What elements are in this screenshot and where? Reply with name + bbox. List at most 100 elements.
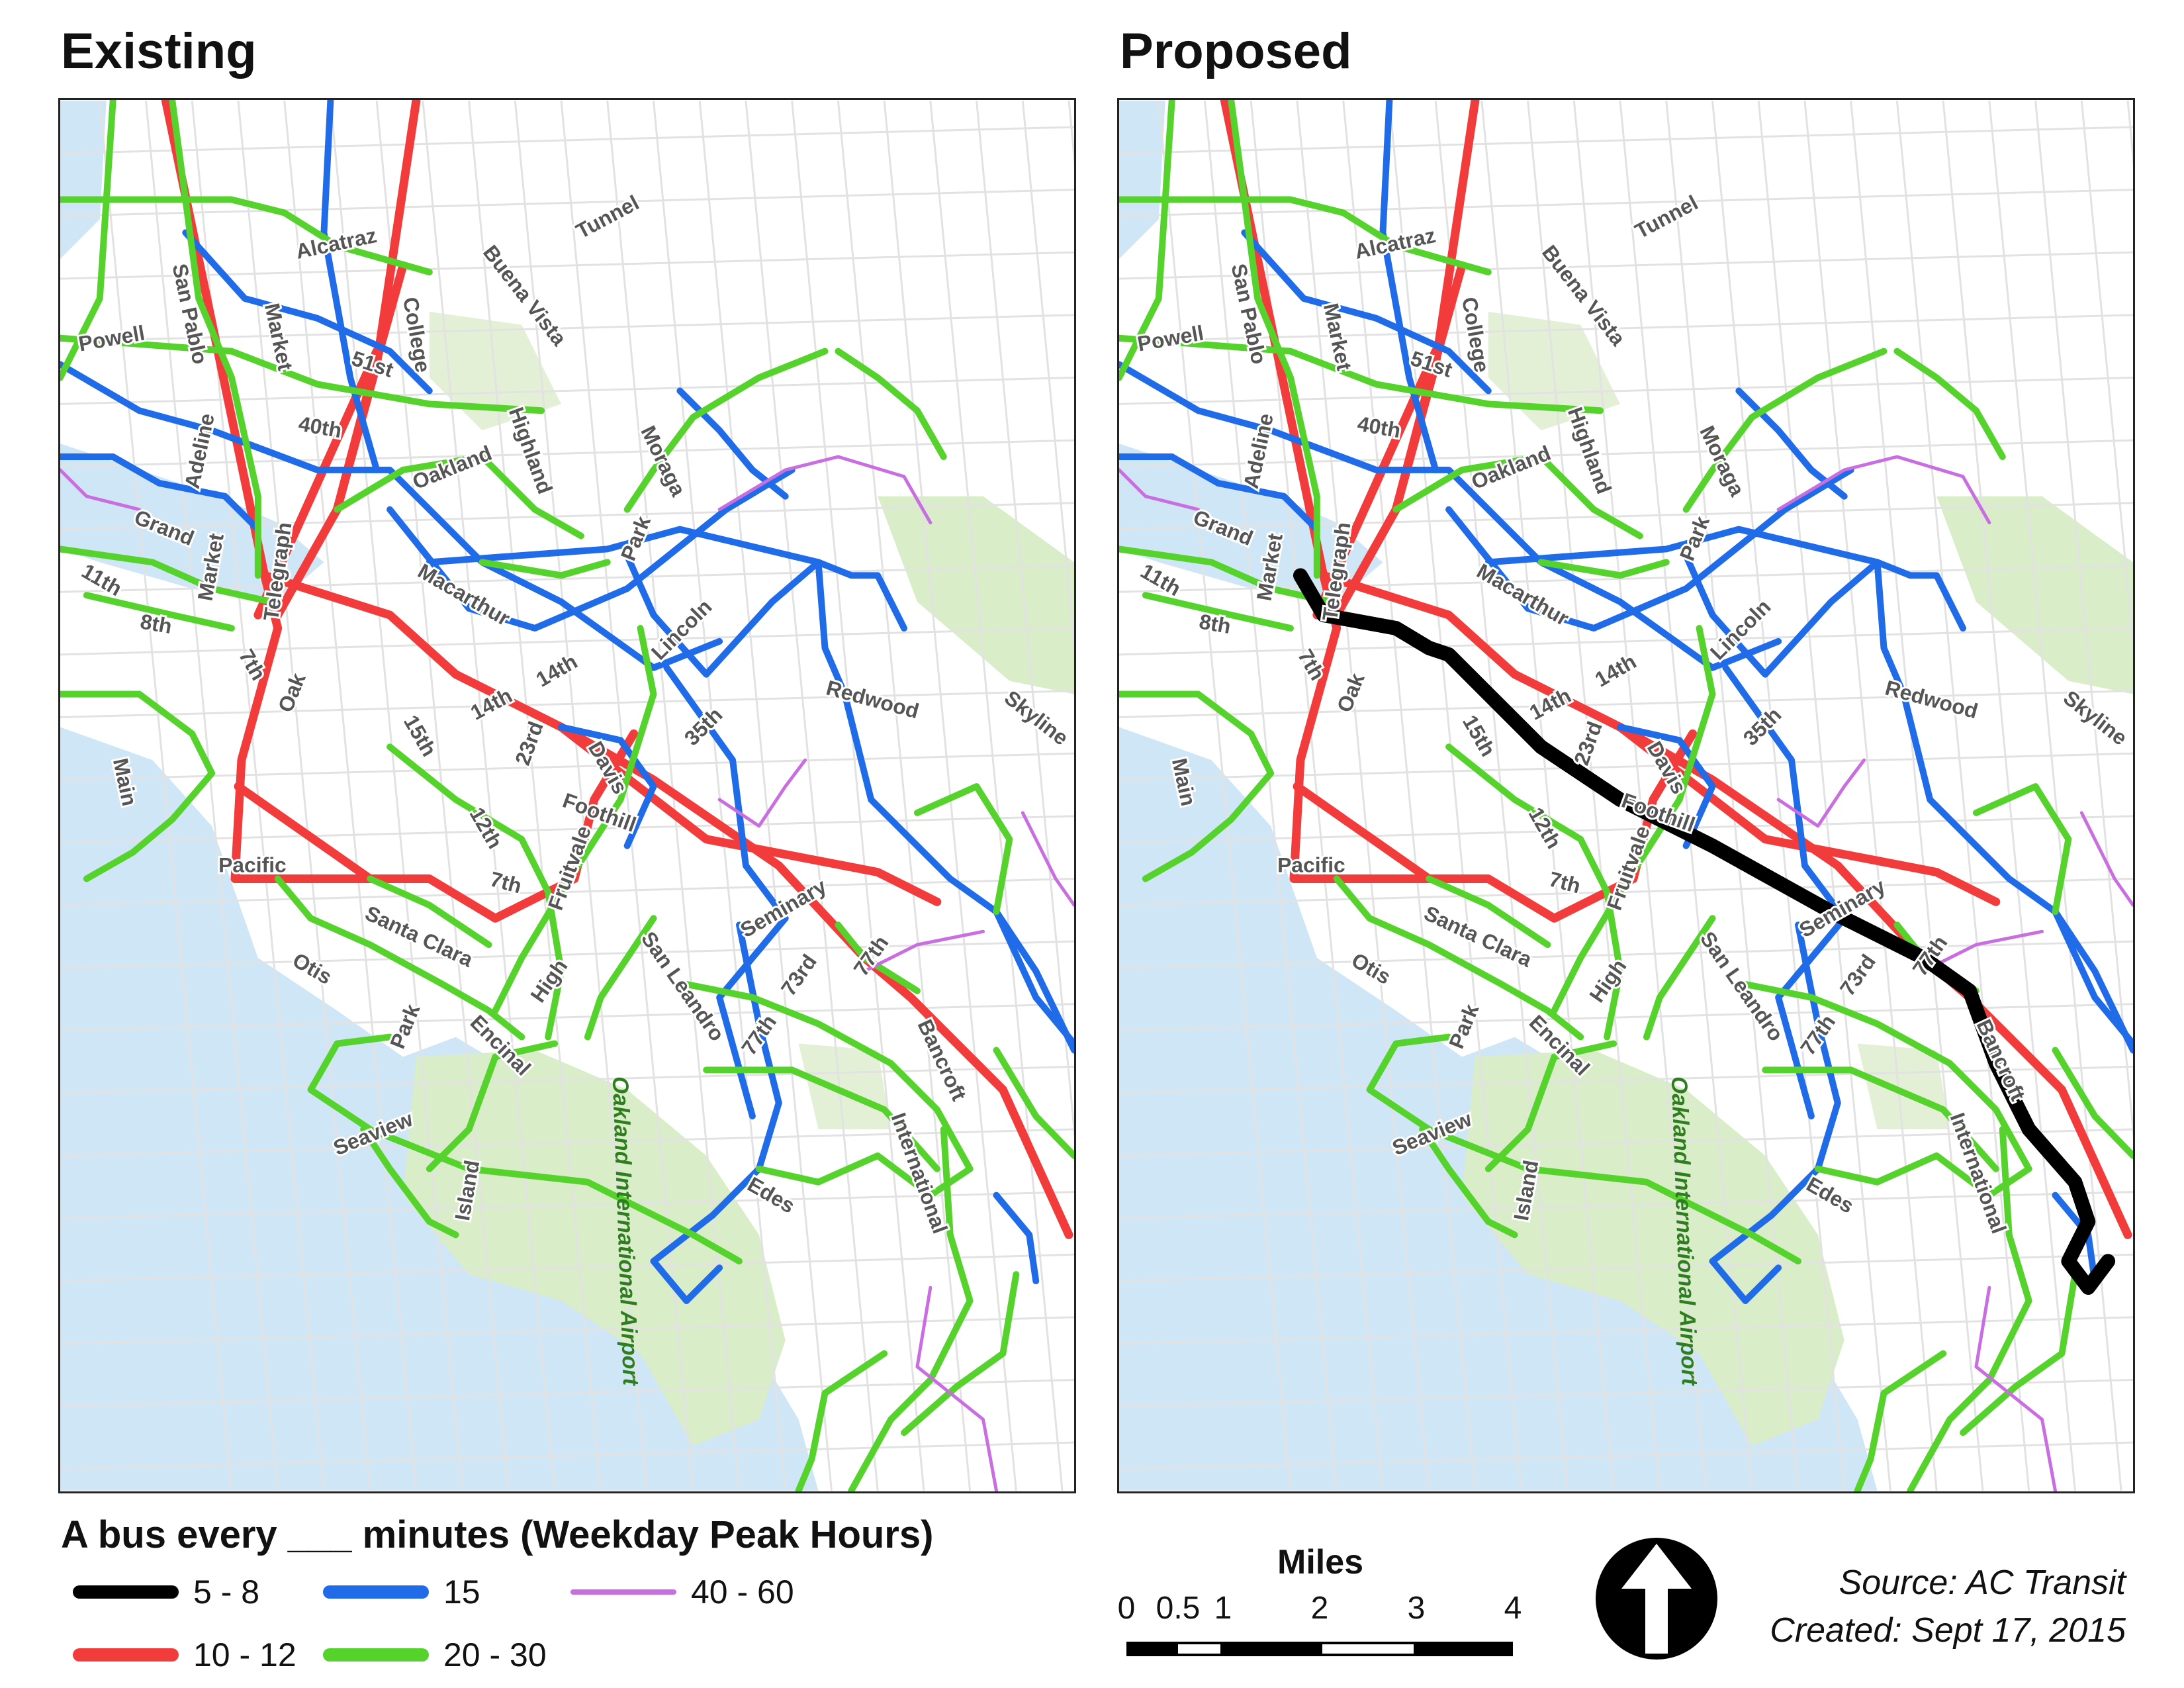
existing-route-green[interactable] [913,783,1013,915]
existing-route-green[interactable] [367,875,492,949]
proposed-route-green[interactable] [1762,1066,1999,1172]
existing-route-blue[interactable] [558,724,657,849]
existing-route-purple[interactable] [717,455,933,525]
existing-route-green[interactable] [60,690,216,882]
proposed-route-blue[interactable] [2052,908,2133,1047]
proposed-route-green[interactable] [2052,1047,2133,1159]
proposed-route-green[interactable] [1119,196,1492,276]
map-existing[interactable]: Tunnel Alcatraz College Buena Vista San Pabl… [58,98,1076,1493]
existing-route-blue[interactable] [387,466,796,632]
existing-route-purple[interactable] [717,758,807,828]
proposed-route-green[interactable] [1893,348,2006,460]
proposed-route-purple[interactable] [1119,468,1201,512]
existing-route-green[interactable] [683,980,974,1172]
existing-route-green[interactable] [835,921,921,994]
proposed-route-blue[interactable] [1682,552,1881,678]
existing-route-green[interactable] [584,915,657,1041]
existing-route-red[interactable] [234,782,375,883]
proposed-route-blue[interactable] [1241,229,1492,395]
proposed-route-blue[interactable] [1874,559,2133,1054]
proposed-route-proposed-brt[interactable] [1293,568,2116,1295]
proposed-route-green[interactable] [1142,592,1294,632]
proposed-route-red[interactable] [1615,722,2001,906]
proposed-route-purple[interactable] [1776,758,1866,828]
proposed-route-green[interactable] [1551,625,1716,1014]
proposed-route-red[interactable] [1293,782,1433,883]
credits: Source: AC Transit Created: Sept 17, 201… [1770,1559,2126,1654]
proposed-route-green[interactable] [1366,1033,1801,1265]
existing-route-green[interactable] [60,545,275,606]
existing-route-purple[interactable] [1021,811,1074,907]
existing-route-green[interactable] [360,1126,459,1239]
proposed-route-blue[interactable] [1119,453,1320,533]
proposed-route-green[interactable] [1537,559,1670,579]
proposed-route-blue[interactable] [1617,724,1716,849]
proposed-route-green[interactable] [1643,915,1716,1041]
proposed-route-green[interactable] [1445,743,1624,1041]
proposed-route-purple[interactable] [1974,1286,2057,1491]
proposed-route-green[interactable] [1228,100,1320,579]
existing-route-green[interactable] [274,875,525,1041]
proposed-route-green[interactable] [1682,348,1888,513]
existing-route-green[interactable] [60,100,116,381]
proposed-route-green[interactable] [1972,783,2072,915]
existing-route-purple[interactable] [915,1286,998,1491]
existing-route-green[interactable] [492,625,657,1014]
existing-route-green[interactable] [623,348,829,513]
proposed-route-green[interactable] [1119,545,1334,606]
proposed-route-green[interactable] [1419,1126,1518,1239]
existing-route-blue[interactable] [320,100,381,473]
proposed-route-green[interactable] [1119,690,1275,882]
existing-route-blue[interactable] [623,552,822,678]
existing-route-green[interactable] [795,1350,888,1491]
proposed-route-green[interactable] [1960,1271,2079,1436]
proposed-route-green[interactable] [1392,453,1643,539]
existing-route-blue[interactable] [993,908,1074,1047]
existing-route-red[interactable] [260,571,1073,1239]
map-proposed[interactable]: Tunnel Alcatraz College Buena Vista San Pabl… [1117,98,2135,1493]
proposed-route-purple[interactable] [1776,455,1991,525]
proposed-route-green[interactable] [1814,1152,2032,1199]
proposed-route-green[interactable] [1119,334,1604,414]
proposed-route-blue[interactable] [1722,664,1848,1120]
existing-route-blue[interactable] [60,453,261,533]
existing-route-green[interactable] [426,1040,559,1172]
existing-route-green[interactable] [83,592,235,632]
existing-route-green[interactable] [993,1047,1074,1159]
existing-route-green[interactable] [478,559,611,579]
existing-route-blue[interactable] [60,361,723,671]
existing-route-green[interactable] [387,743,565,1041]
existing-route-green[interactable] [901,1271,1020,1436]
proposed-route-purple[interactable] [2079,811,2133,907]
proposed-route-red[interactable] [1319,571,2132,1239]
proposed-route-blue[interactable] [1445,466,1854,632]
existing-route-green[interactable] [334,453,584,539]
existing-route-green[interactable] [60,196,433,276]
existing-route-green[interactable] [848,1126,974,1491]
existing-route-blue[interactable] [650,921,782,1304]
proposed-route-green[interactable] [1119,100,1175,381]
existing-route-red[interactable] [557,722,942,906]
proposed-route-blue[interactable] [1119,361,1782,671]
legend-swatch-red [73,1648,179,1662]
proposed-route-green[interactable] [1907,1126,2032,1491]
existing-route-blue[interactable] [663,664,789,1120]
proposed-route-green[interactable] [1854,1350,1947,1491]
existing-route-purple[interactable] [862,929,985,973]
existing-route-green[interactable] [835,348,947,460]
proposed-route-blue[interactable] [1709,921,1841,1304]
existing-route-green[interactable] [169,100,261,579]
proposed-route-blue[interactable] [1379,100,1439,473]
existing-route-green[interactable] [60,334,545,414]
existing-route-purple[interactable] [60,468,142,512]
proposed-route-green[interactable] [1426,875,1551,949]
proposed-route-green[interactable] [1333,875,1584,1041]
proposed-route-green[interactable] [1742,980,2032,1172]
existing-route-green[interactable] [703,1066,940,1172]
existing-route-blue[interactable] [993,1192,1040,1285]
existing-route-green[interactable] [307,1033,743,1265]
existing-route-blue[interactable] [815,559,1074,1054]
existing-route-green[interactable] [755,1152,974,1199]
existing-route-blue[interactable] [182,229,433,395]
proposed-route-green[interactable] [1484,1040,1617,1172]
